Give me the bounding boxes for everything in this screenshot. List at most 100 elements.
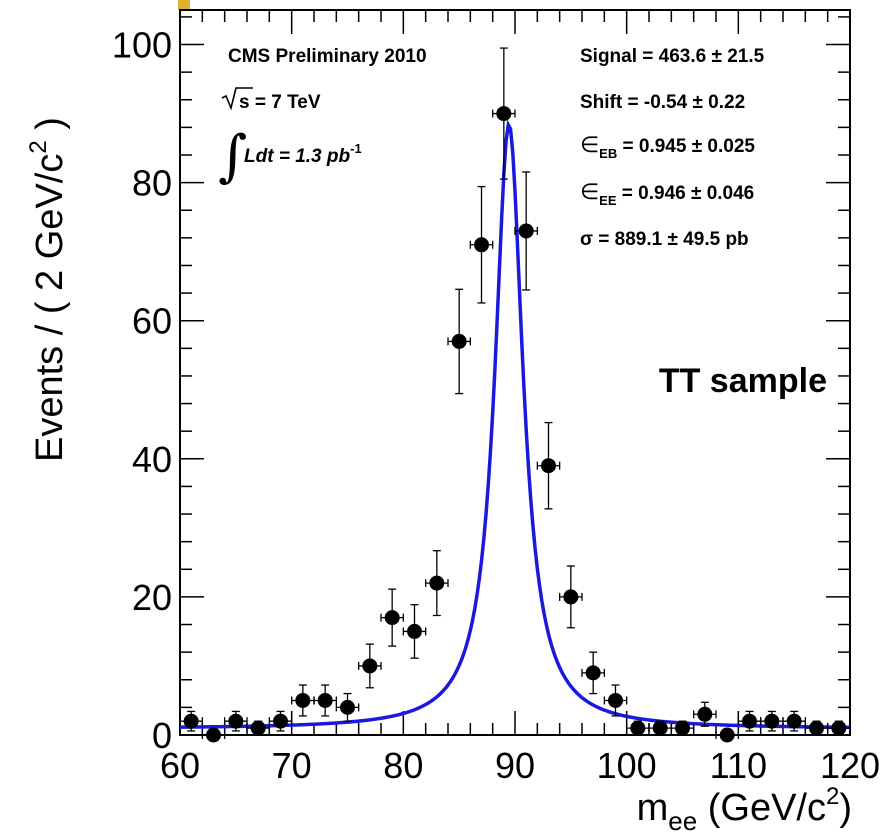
lumi-sup: -1 xyxy=(350,141,362,156)
data-point xyxy=(514,171,538,291)
y-axis-title-main: Events / ( 2 GeV/c xyxy=(29,154,71,462)
x-axis-title: mee (GeV/c2) xyxy=(637,783,852,836)
data-point xyxy=(804,720,829,736)
data-marker xyxy=(317,692,333,708)
data-point xyxy=(447,288,471,395)
corner-highlight xyxy=(178,0,190,10)
sqrt-icon xyxy=(221,87,253,111)
x-axis-title-end: ) xyxy=(839,787,852,829)
fit-curve-line xyxy=(179,119,851,730)
y-tick-label: 20 xyxy=(132,577,172,618)
data-point xyxy=(603,684,628,717)
data-point xyxy=(782,710,806,732)
data-marker xyxy=(831,720,847,736)
data-marker xyxy=(541,458,556,474)
data-point xyxy=(358,643,382,689)
data-point xyxy=(201,727,226,743)
data-point xyxy=(179,710,203,732)
sample-label: TT sample xyxy=(659,362,827,400)
lumi-text: Ldt = 1.3 pb xyxy=(244,146,350,167)
shift-label: Shift = -0.54 ± 0.22 xyxy=(580,92,745,113)
data-marker xyxy=(764,713,780,729)
data-point xyxy=(313,684,337,717)
fit-curve xyxy=(179,119,851,730)
data-marker xyxy=(183,713,199,729)
data-point xyxy=(402,604,427,659)
x-tick-label: 80 xyxy=(383,745,423,786)
eff-eb-sub: EB xyxy=(599,146,617,161)
y-tick-label: 80 xyxy=(132,163,172,204)
y-axis-title-end: ) xyxy=(29,117,71,140)
x-axis-title-sup: 2 xyxy=(826,783,839,810)
data-marker xyxy=(362,658,378,674)
data-marker xyxy=(742,713,757,729)
data-point xyxy=(425,550,449,617)
data-point xyxy=(268,710,293,732)
data-point xyxy=(335,692,360,722)
data-marker xyxy=(786,713,802,729)
tick-labels: 60 70 80 90 100 110 120 0 20 40 60 80 100 xyxy=(112,25,880,786)
eff-ee-symbol: ∈ xyxy=(580,179,599,204)
sigma-label: σ = 889.1 ± 49.5 pb xyxy=(580,229,749,250)
y-axis-title: Events / ( 2 GeV/c2 ) xyxy=(25,117,71,462)
x-tick-label: 60 xyxy=(160,745,200,786)
x-axis-title-sub: ee xyxy=(668,806,697,836)
eff-ee-value: = 0.946 ± 0.046 xyxy=(617,183,755,204)
data-point xyxy=(380,588,404,647)
data-point xyxy=(626,720,650,736)
data-marker xyxy=(474,237,489,253)
x-axis-title-rest: (GeV/c xyxy=(697,787,826,829)
data-marker xyxy=(340,699,355,715)
data-marker xyxy=(407,623,422,639)
data-point xyxy=(737,710,762,732)
data-marker xyxy=(809,720,824,736)
data-marker xyxy=(295,692,311,708)
x-tick-label: 70 xyxy=(272,745,312,786)
data-point xyxy=(715,727,739,743)
eff-eb-symbol: ∈ xyxy=(580,132,599,157)
data-point xyxy=(670,720,695,736)
data-point xyxy=(492,47,516,180)
lumi-label: ∫ Ldt = 1.3 pb-1 xyxy=(218,124,362,189)
data-point xyxy=(224,710,248,732)
data-point xyxy=(291,684,315,717)
y-tick-label: 0 xyxy=(152,715,172,756)
data-marker xyxy=(496,106,512,122)
data-marker xyxy=(228,713,244,729)
eff-eb-label: ∈EB = 0.945 ± 0.025 xyxy=(580,132,755,161)
data-points xyxy=(179,47,851,743)
data-point xyxy=(581,651,605,695)
data-point xyxy=(469,185,494,304)
data-point xyxy=(536,421,561,510)
data-point xyxy=(693,701,717,727)
data-marker xyxy=(273,713,288,729)
data-marker xyxy=(206,727,221,743)
x-tick-label: 120 xyxy=(820,745,880,786)
data-marker xyxy=(384,610,400,626)
y-tick-label: 60 xyxy=(132,301,172,342)
data-marker xyxy=(518,223,534,239)
data-marker xyxy=(585,665,601,681)
signal-label: Signal = 463.6 ± 21.5 xyxy=(580,46,765,67)
data-point xyxy=(827,720,851,736)
data-marker xyxy=(563,589,579,605)
x-tick-label: 110 xyxy=(710,745,767,786)
data-marker xyxy=(697,706,713,722)
cms-label: CMS Preliminary 2010 xyxy=(228,46,427,67)
data-marker xyxy=(675,720,690,736)
data-marker xyxy=(429,575,445,591)
data-point xyxy=(559,565,583,629)
y-tick-label: 40 xyxy=(132,439,172,480)
sqrts-text: s = 7 TeV xyxy=(239,92,321,113)
sqrts-label: s = 7 TeV xyxy=(221,87,321,113)
data-marker xyxy=(250,720,266,736)
y-tick-label: 100 xyxy=(112,25,172,66)
data-marker xyxy=(451,333,467,349)
data-marker xyxy=(630,720,646,736)
data-point xyxy=(246,720,270,736)
x-tick-label: 90 xyxy=(495,745,535,786)
eff-ee-sub: EE xyxy=(599,193,617,208)
eff-eb-value: = 0.945 ± 0.025 xyxy=(617,136,755,157)
x-tick-label: 100 xyxy=(597,745,657,786)
data-point xyxy=(760,710,784,732)
